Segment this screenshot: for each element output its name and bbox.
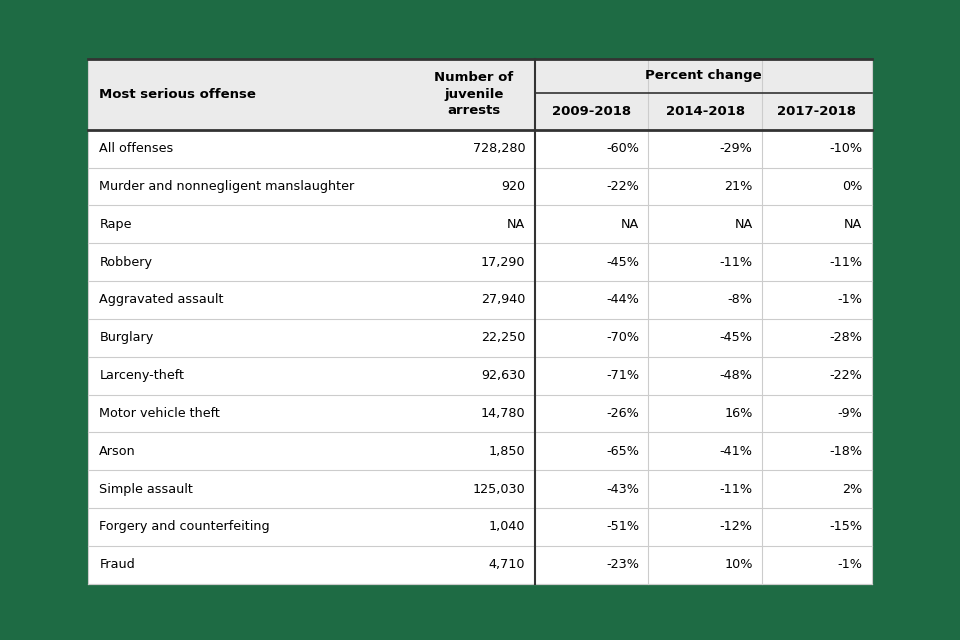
Text: -22%: -22%	[829, 369, 862, 382]
Text: Number of
juvenile
arrests: Number of juvenile arrests	[435, 71, 514, 117]
Text: -15%: -15%	[829, 520, 862, 533]
Text: 920: 920	[501, 180, 525, 193]
Text: 4,710: 4,710	[489, 558, 525, 572]
Text: -60%: -60%	[606, 142, 639, 155]
Text: -45%: -45%	[606, 255, 639, 269]
Text: All offenses: All offenses	[99, 142, 174, 155]
Text: 10%: 10%	[724, 558, 753, 572]
Text: Motor vehicle theft: Motor vehicle theft	[99, 407, 220, 420]
Text: 17,290: 17,290	[481, 255, 525, 269]
Text: -18%: -18%	[829, 445, 862, 458]
Text: NA: NA	[621, 218, 639, 231]
Text: -45%: -45%	[720, 332, 753, 344]
Text: Burglary: Burglary	[99, 332, 154, 344]
Text: 1,850: 1,850	[489, 445, 525, 458]
Text: Fraud: Fraud	[99, 558, 135, 572]
Text: -10%: -10%	[829, 142, 862, 155]
Text: 2017-2018: 2017-2018	[778, 105, 856, 118]
Text: Aggravated assault: Aggravated assault	[99, 294, 224, 307]
Text: 125,030: 125,030	[472, 483, 525, 495]
Text: -12%: -12%	[720, 520, 753, 533]
Text: 92,630: 92,630	[481, 369, 525, 382]
Text: Larceny-theft: Larceny-theft	[99, 369, 184, 382]
Text: -26%: -26%	[606, 407, 639, 420]
Text: -29%: -29%	[720, 142, 753, 155]
Text: NA: NA	[844, 218, 862, 231]
Text: 728,280: 728,280	[473, 142, 525, 155]
Text: -71%: -71%	[606, 369, 639, 382]
Text: -11%: -11%	[719, 483, 753, 495]
Text: Most serious offense: Most serious offense	[99, 88, 256, 101]
Text: -1%: -1%	[837, 294, 862, 307]
Text: Robbery: Robbery	[99, 255, 153, 269]
Text: 21%: 21%	[724, 180, 753, 193]
Text: -44%: -44%	[606, 294, 639, 307]
Text: 14,780: 14,780	[481, 407, 525, 420]
Text: Simple assault: Simple assault	[99, 483, 193, 495]
Text: 2009-2018: 2009-2018	[552, 105, 631, 118]
Text: -9%: -9%	[837, 407, 862, 420]
Text: Rape: Rape	[99, 218, 132, 231]
Text: -28%: -28%	[829, 332, 862, 344]
Bar	[88, 59, 872, 130]
Text: Forgery and counterfeiting: Forgery and counterfeiting	[99, 520, 270, 533]
Text: -8%: -8%	[728, 294, 753, 307]
Text: NA: NA	[734, 218, 753, 231]
Text: 2014-2018: 2014-2018	[665, 105, 745, 118]
Text: Arson: Arson	[99, 445, 136, 458]
Text: -70%: -70%	[606, 332, 639, 344]
Text: 22,250: 22,250	[481, 332, 525, 344]
Text: Murder and nonnegligent manslaughter: Murder and nonnegligent manslaughter	[99, 180, 354, 193]
Text: 0%: 0%	[842, 180, 862, 193]
Text: -51%: -51%	[606, 520, 639, 533]
Text: -11%: -11%	[719, 255, 753, 269]
Text: 1,040: 1,040	[489, 520, 525, 533]
Text: -1%: -1%	[837, 558, 862, 572]
Text: NA: NA	[507, 218, 525, 231]
Text: -41%: -41%	[720, 445, 753, 458]
Text: -23%: -23%	[606, 558, 639, 572]
Text: Percent change: Percent change	[645, 69, 761, 83]
Text: 16%: 16%	[724, 407, 753, 420]
Text: -65%: -65%	[606, 445, 639, 458]
Text: -43%: -43%	[606, 483, 639, 495]
Text: -22%: -22%	[606, 180, 639, 193]
Text: 2%: 2%	[842, 483, 862, 495]
Text: -11%: -11%	[829, 255, 862, 269]
Text: 27,940: 27,940	[481, 294, 525, 307]
Text: -48%: -48%	[720, 369, 753, 382]
